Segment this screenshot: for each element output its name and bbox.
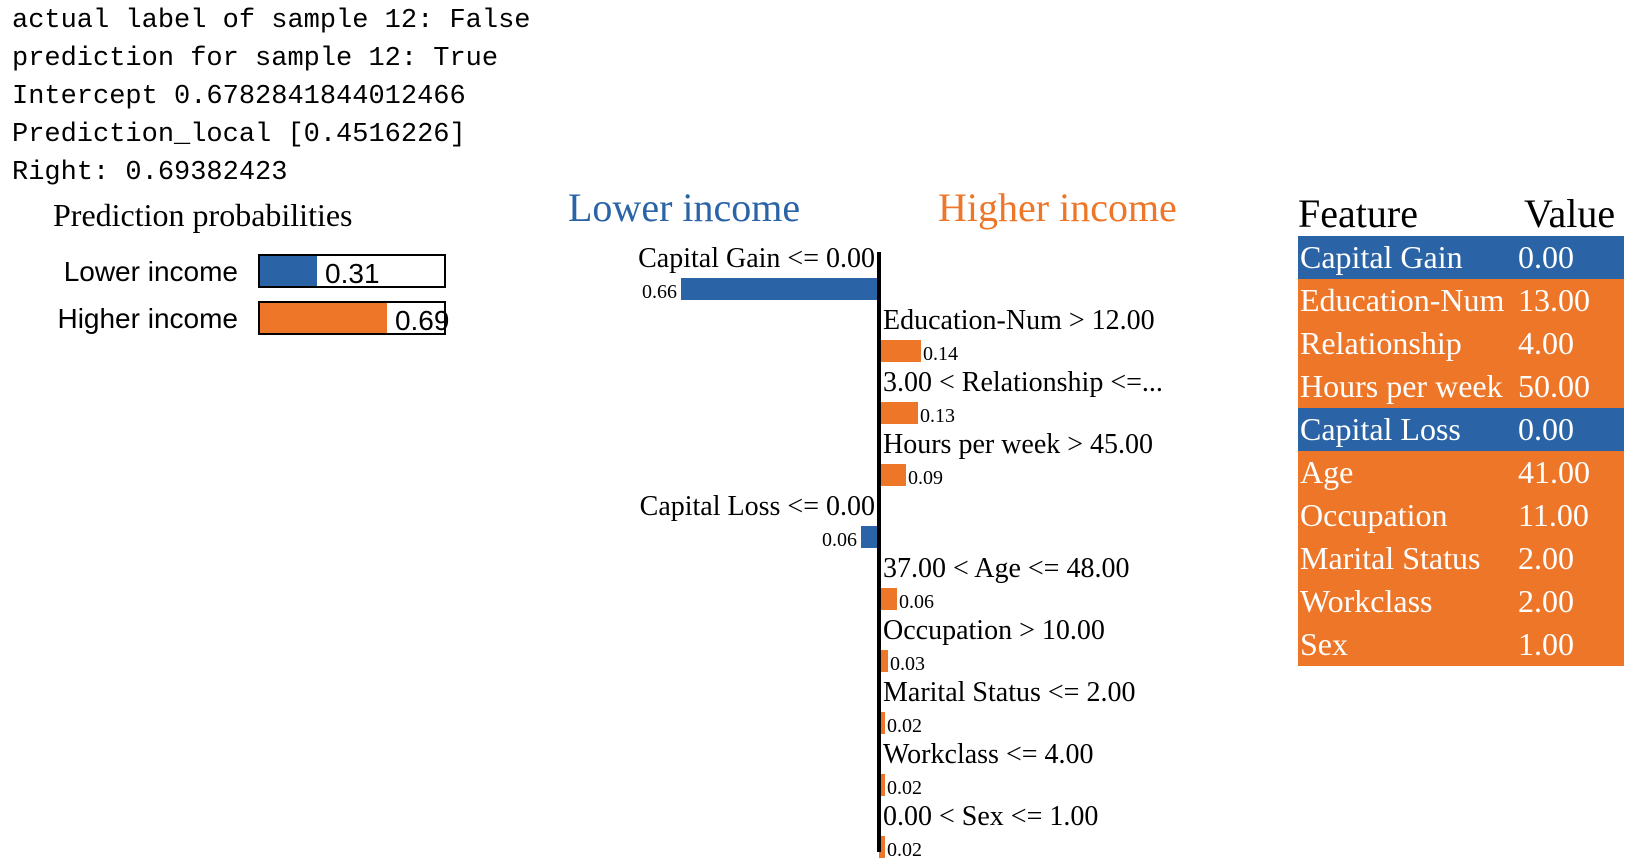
feature-name: Capital Loss	[1300, 411, 1461, 447]
probability-value: 0.69	[394, 305, 450, 336]
table-row: Hours per week 50.00	[1298, 365, 1624, 408]
bar-value-label: 0.02	[887, 839, 922, 861]
bar	[879, 712, 885, 734]
feature-name: Relationship	[1300, 325, 1462, 361]
table-row: Capital Loss 0.00	[1298, 408, 1624, 451]
bar-label: 3.00 < Relationship <=...	[883, 367, 1163, 398]
probability-row-lower: Lower income 0.31	[0, 254, 480, 292]
feature-value: 41.00	[1518, 454, 1590, 490]
prediction-probabilities-title: Prediction probabilities	[53, 197, 353, 233]
probability-bar: 0.69	[258, 301, 449, 336]
bar-value-label: 0.13	[920, 405, 955, 427]
bar	[879, 650, 888, 672]
table-header: Feature Value	[1298, 190, 1624, 236]
bar	[879, 464, 906, 486]
bar-label: Capital Gain <= 0.00	[638, 243, 875, 274]
bar-value-label: 0.06	[899, 591, 934, 613]
console-line-actual-label: actual label of sample 12: False	[12, 6, 531, 36]
header-feature: Feature	[1298, 191, 1418, 236]
heading-higher-income: Higher income	[938, 185, 1177, 230]
feature-value: 13.00	[1518, 282, 1590, 318]
bar-label: Hours per week > 45.00	[883, 429, 1153, 460]
table-row: Capital Gain 0.00	[1298, 236, 1624, 279]
bar-label: Marital Status <= 2.00	[883, 677, 1135, 708]
bar-value-label: 0.09	[908, 467, 943, 489]
bar-label: 37.00 < Age <= 48.00	[883, 553, 1129, 584]
feature-value: 4.00	[1518, 325, 1574, 361]
feature-name: Workclass	[1300, 583, 1433, 619]
bar-value-label: 0.66	[642, 281, 677, 303]
probability-value: 0.31	[325, 258, 380, 289]
console-line-prediction: prediction for sample 12: True	[12, 44, 499, 74]
bar-value-label: 0.06	[822, 529, 857, 551]
bar	[681, 278, 879, 300]
probability-label: Lower income	[63, 256, 238, 287]
feature-value: 2.00	[1518, 540, 1574, 576]
bar	[879, 588, 897, 610]
table-row: Sex 1.00	[1298, 623, 1624, 666]
bar	[879, 836, 885, 858]
feature-name: Hours per week	[1300, 368, 1503, 404]
feature-name: Age	[1300, 454, 1354, 490]
bar-label: Capital Loss <= 0.00	[640, 491, 875, 522]
feature-value: 50.00	[1518, 368, 1590, 404]
table-row: Relationship 4.00	[1298, 322, 1624, 365]
heading-lower-income: Lower income	[568, 185, 800, 230]
bar	[879, 774, 885, 796]
bar-label: Education-Num > 12.00	[883, 305, 1155, 336]
console-line-prediction-local: Prediction_local [0.4516226]	[12, 120, 466, 150]
probability-label: Higher income	[57, 303, 238, 334]
feature-name: Education-Num	[1300, 282, 1505, 318]
console-line-intercept: Intercept 0.6782841844012466	[12, 82, 466, 112]
bar-value-label: 0.02	[887, 715, 922, 737]
feature-name: Capital Gain	[1300, 239, 1463, 275]
feature-name: Occupation	[1300, 497, 1448, 533]
console-line-right: Right: 0.69382423	[12, 158, 288, 188]
feature-value-table: Feature Value Capital Gain 0.00 Education-…	[1298, 190, 1624, 666]
header-value: Value	[1524, 191, 1616, 236]
bar-label: 0.00 < Sex <= 1.00	[883, 801, 1098, 832]
table-row: Marital Status 2.00	[1298, 537, 1624, 580]
feature-value: 1.00	[1518, 626, 1574, 662]
table-row: Education-Num 13.00	[1298, 279, 1624, 322]
table-row: Age 41.00	[1298, 451, 1624, 494]
chart-bars: Capital Gain <= 0.00 0.66 Education-Num > …	[638, 243, 1163, 861]
table-row: Workclass 2.00	[1298, 580, 1624, 623]
bar-value-label: 0.02	[887, 777, 922, 799]
bar-label: Occupation > 10.00	[883, 615, 1105, 646]
feature-value: 0.00	[1518, 411, 1574, 447]
table-body: Capital Gain 0.00 Education-Num 13.00 Relati…	[1298, 236, 1624, 666]
bar	[861, 526, 879, 548]
explanation-chart: Lower income Higher income Capital Gain …	[568, 185, 1177, 861]
bar	[879, 340, 921, 362]
bar-label: Workclass <= 4.00	[883, 739, 1094, 770]
bar	[879, 402, 918, 424]
bar-value-label: 0.03	[890, 653, 925, 675]
table-row: Occupation 11.00	[1298, 494, 1624, 537]
feature-name: Sex	[1300, 626, 1348, 662]
feature-value: 11.00	[1518, 497, 1589, 533]
feature-name: Marital Status	[1300, 540, 1481, 576]
console-output: actual label of sample 12: False predict…	[12, 2, 530, 192]
feature-value: 0.00	[1518, 239, 1574, 275]
bar-value-label: 0.14	[923, 343, 958, 365]
probability-fill	[260, 256, 318, 286]
probability-bar: 0.31	[258, 254, 446, 289]
feature-value: 2.00	[1518, 583, 1574, 619]
probability-row-higher: Higher income 0.69	[0, 301, 480, 339]
probability-fill	[260, 303, 387, 333]
